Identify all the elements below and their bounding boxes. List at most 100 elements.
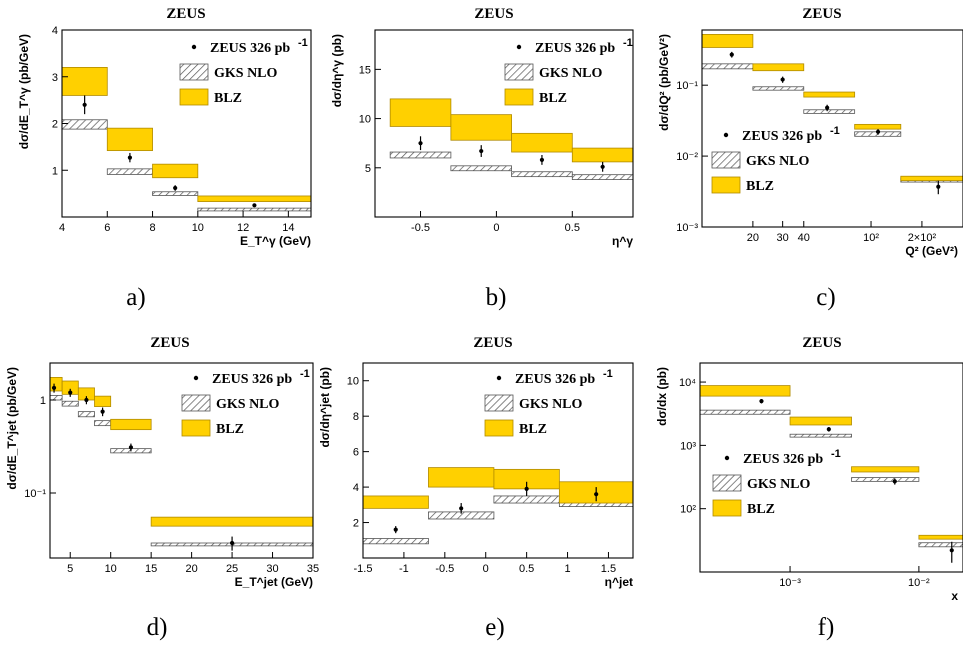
legend-blz-label: BLZ	[214, 91, 242, 106]
data-point	[127, 155, 133, 160]
gks-nlo-band	[571, 174, 633, 180]
gks-nlo-band	[493, 495, 560, 504]
y-tick-label: 10⁻¹	[24, 488, 46, 500]
legend-data-label: ZEUS 326 pb	[212, 372, 292, 387]
x-tick-label: 12	[237, 222, 249, 234]
y-axis-label: dσ/dQ² (pb/GeV²)	[657, 34, 671, 131]
x-tick-label: -1	[399, 563, 409, 575]
blz-band	[428, 467, 495, 488]
y-tick-label: 10⁻¹	[676, 80, 698, 92]
y-tick-label: 10	[359, 114, 371, 126]
x-tick-label: 20	[185, 563, 197, 575]
y-tick-label: 6	[353, 447, 359, 459]
data-point	[780, 77, 785, 82]
gks-nlo-band	[702, 63, 754, 70]
gks-nlo-band	[363, 538, 429, 545]
data-point	[825, 105, 830, 110]
chart-title: ZEUS	[802, 335, 841, 351]
y-tick-label: 4	[52, 25, 58, 37]
data-point	[418, 141, 423, 146]
x-axis-label: E_T^γ (GeV)	[240, 234, 311, 248]
blz-band	[854, 123, 902, 130]
data-point	[594, 492, 599, 497]
plot-area	[700, 385, 963, 563]
y-axis-label: dσ/dE_T^γ (pb/GeV)	[17, 34, 31, 149]
legend-blz-swatch	[181, 419, 211, 437]
data-point	[252, 203, 257, 208]
blz-band	[851, 466, 920, 473]
x-tick-label: 15	[145, 563, 157, 575]
legend-nlo-label: GKS NLO	[539, 66, 603, 81]
y-tick-label: 3	[52, 72, 58, 84]
y-tick-label: 10²	[680, 504, 696, 516]
legend-data-label: ZEUS 326 pb	[743, 452, 823, 467]
legend-data-superscript: -1	[298, 37, 308, 49]
chart-title: ZEUS	[802, 6, 841, 22]
legend-nlo-label: GKS NLO	[746, 154, 810, 169]
blz-band	[389, 98, 452, 127]
gks-nlo-band	[94, 420, 112, 427]
legend-nlo-swatch	[712, 474, 742, 492]
x-axis-label: Q² (GeV²)	[905, 244, 958, 258]
plot-frame	[49, 362, 314, 559]
plot-frame	[374, 29, 634, 218]
panel-label: a)	[126, 284, 145, 311]
data-point	[892, 479, 897, 484]
legend-blz-swatch	[484, 419, 514, 437]
blz-band	[752, 63, 805, 72]
x-tick-label: 30	[777, 232, 789, 244]
x-tick-label: 35	[307, 563, 319, 575]
legend-data-superscript: -1	[623, 37, 633, 49]
legend-data-superscript: -1	[831, 448, 841, 460]
data-point	[600, 164, 605, 169]
plot-frame	[699, 362, 963, 573]
blz-band	[197, 195, 311, 202]
legend-nlo-swatch	[711, 151, 741, 169]
legend-blz-label: BLZ	[539, 91, 567, 106]
data-point	[875, 129, 881, 134]
gks-nlo-band	[450, 165, 512, 172]
x-tick-label: 4	[59, 222, 65, 234]
data-point	[100, 409, 105, 414]
y-tick-label: 10⁻²	[676, 151, 698, 163]
chart-title: ZEUS	[166, 6, 205, 22]
legend-blz-swatch	[179, 88, 209, 106]
plot-area	[389, 98, 633, 180]
x-tick-label: 2×10²	[908, 232, 937, 244]
gks-nlo-band	[152, 191, 199, 196]
blz-band	[511, 132, 573, 153]
plot-area	[50, 377, 313, 551]
legend-nlo-label: GKS NLO	[519, 397, 583, 412]
gks-nlo-band	[389, 151, 452, 159]
legend-nlo-swatch	[504, 63, 534, 81]
legend-nlo-swatch	[484, 394, 514, 412]
legend: ZEUS 326 pb -1 GKS NLO BLZ	[181, 368, 310, 437]
x-tick-label: 0	[493, 222, 499, 234]
legend-data-superscript: -1	[603, 368, 613, 380]
chart-title: ZEUS	[150, 335, 189, 351]
gks-nlo-band	[803, 109, 856, 114]
plot-area	[363, 467, 633, 545]
legend-data-label: ZEUS 326 pb	[210, 41, 290, 56]
panel-label: f)	[818, 614, 835, 641]
gks-nlo-band	[77, 411, 95, 418]
legend-data-marker	[191, 44, 197, 50]
y-tick-label: 2	[353, 518, 359, 530]
data-point	[459, 506, 464, 511]
y-tick-label: 10⁻³	[676, 222, 698, 234]
gks-nlo-band	[61, 400, 79, 407]
x-tick-label: 30	[266, 563, 278, 575]
blz-band	[363, 495, 429, 509]
legend-blz-label: BLZ	[216, 422, 244, 437]
x-tick-label: 10	[192, 222, 204, 234]
x-tick-label: 40	[798, 232, 810, 244]
y-tick-label: 5	[365, 163, 371, 175]
blz-band	[571, 147, 633, 163]
data-point	[949, 548, 954, 553]
legend-blz-swatch	[711, 176, 741, 194]
legend: ZEUS 326 pb -1 GKS NLO BLZ	[504, 37, 633, 106]
legend-data-marker	[496, 375, 502, 381]
panel-label: c)	[816, 284, 835, 311]
blz-band	[700, 385, 791, 397]
